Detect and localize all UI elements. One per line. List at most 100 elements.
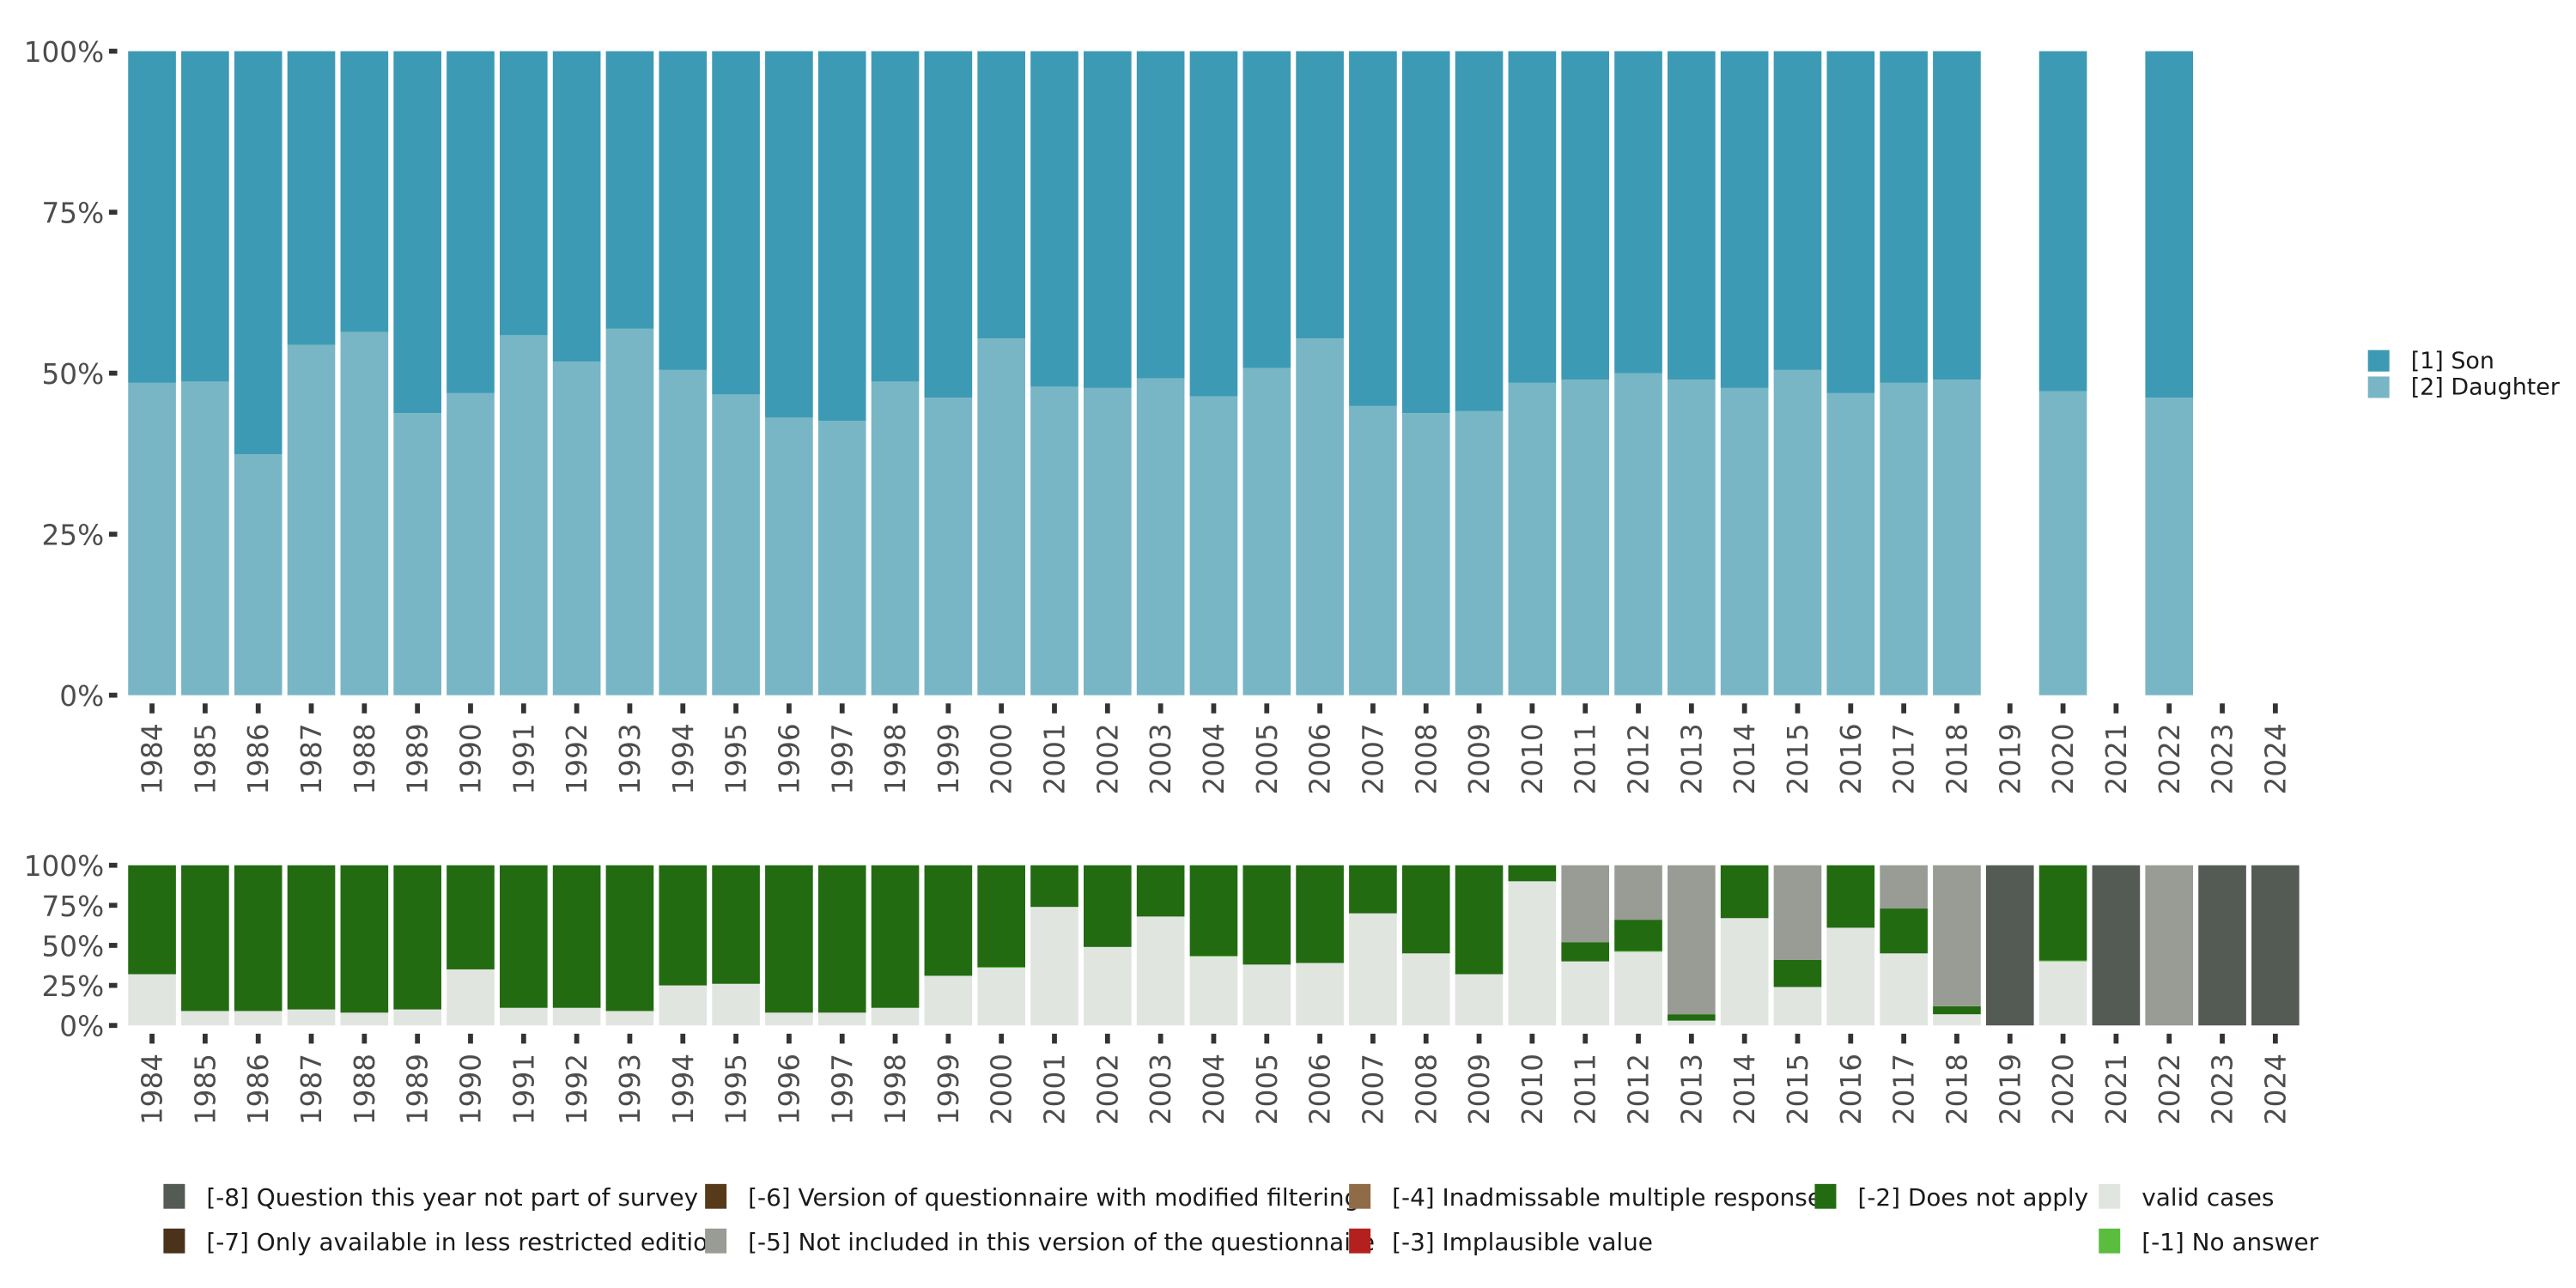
x-tick-mark — [520, 1033, 526, 1044]
x-tick-label: 2012 — [1623, 723, 1656, 794]
bar-segment--2-does-not-apply-2015 — [1773, 959, 1822, 987]
x-tick-label: 1987 — [295, 1054, 328, 1125]
bar-segment--1-no-answer-2020 — [2038, 960, 2087, 962]
legend-label: [-6] Version of questionnaire with modif… — [748, 1183, 1359, 1212]
x-tick-label: 2001 — [1039, 723, 1072, 794]
bar-segment-valid-cases-1996 — [765, 1012, 813, 1026]
x-tick-label: 1999 — [933, 723, 965, 794]
bar-segment--2-daughter-2009 — [1455, 410, 1504, 696]
x-tick-label: 2016 — [1835, 1054, 1868, 1125]
x-tick-mark — [627, 1033, 633, 1044]
bar-segment--2-does-not-apply-1999 — [924, 865, 973, 976]
x-tick-mark — [202, 703, 208, 714]
bar-segment--2-daughter-2020 — [2038, 391, 2087, 696]
bar-segment--1-son-2013 — [1668, 51, 1716, 380]
x-tick-mark — [2113, 1033, 2119, 1044]
bar-segment--2-does-not-apply-2001 — [1030, 865, 1078, 908]
bar-segment--2-daughter-2010 — [1508, 382, 1557, 696]
x-tick-label: 2007 — [1357, 1054, 1389, 1125]
bar-segment--1-no-answer-2004 — [1189, 956, 1238, 957]
bar-segment-valid-cases-1989 — [393, 1009, 441, 1026]
bar-segment--2-daughter-1993 — [605, 328, 654, 696]
x-tick-label: 1997 — [826, 1054, 859, 1125]
bar-segment--1-son-1989 — [393, 51, 441, 414]
bar-segment-valid-cases-2011 — [1561, 961, 1610, 1026]
x-tick-label: 1989 — [402, 723, 434, 794]
bar-segment--2-daughter-2018 — [1933, 380, 1981, 696]
x-tick-mark — [308, 1033, 314, 1044]
x-tick-label: 1990 — [455, 723, 488, 794]
bar-segment--8-question-this-year-not-part-of-survey-2019 — [1985, 865, 2034, 1026]
x-tick-mark — [1370, 703, 1376, 714]
bar-segment--1-son-1990 — [447, 51, 495, 393]
bar-segment--2-daughter-2022 — [2145, 398, 2194, 696]
x-tick-label: 2024 — [2259, 1054, 2292, 1125]
bar-segment--2-does-not-apply-1984 — [128, 865, 176, 975]
x-tick-label: 2014 — [1728, 723, 1761, 794]
x-tick-label: 2011 — [1570, 723, 1602, 794]
bar-segment--8-question-this-year-not-part-of-survey-2024 — [2251, 865, 2300, 1026]
bar-segment--1-son-2004 — [1189, 51, 1238, 397]
x-tick-label: 2003 — [1145, 1054, 1177, 1125]
x-tick-label: 2015 — [1782, 723, 1814, 794]
y-tick-mark — [108, 902, 118, 908]
bar-segment--2-daughter-1985 — [181, 381, 229, 696]
bar-segment--2-does-not-apply-1988 — [340, 865, 389, 1013]
legend-swatch — [1814, 1183, 1837, 1209]
bar-segment--1-son-1991 — [499, 51, 548, 336]
bar-segment--2-does-not-apply-1989 — [393, 865, 441, 1010]
bar-segment-valid-cases-2016 — [1826, 927, 1875, 1026]
bar-segment-valid-cases-1995 — [712, 983, 760, 1026]
x-tick-label: 2017 — [1888, 1054, 1921, 1125]
bar-segment--2-daughter-1996 — [765, 417, 813, 696]
y-tick-mark — [108, 692, 118, 698]
x-tick-label: 1986 — [242, 1054, 275, 1125]
bar-segment--2-daughter-1999 — [924, 398, 973, 696]
bottom-chart-panel: 0% 25% 50% 75% 100% 1984 1985 1986 1987 1988 1989 1… — [24, 850, 2300, 1125]
x-tick-label: 2018 — [1941, 1054, 1973, 1125]
x-tick-mark — [1741, 703, 1747, 714]
bar-segment--1-son-2008 — [1401, 51, 1450, 414]
bar-segment--2-does-not-apply-2010 — [1508, 865, 1557, 882]
x-tick-label: 1984 — [137, 1054, 169, 1125]
y-tick-label: 25% — [41, 970, 104, 1003]
x-tick-mark — [415, 703, 421, 714]
x-tick-label: 2024 — [2259, 723, 2292, 794]
x-tick-label: 2002 — [1091, 723, 1124, 794]
x-tick-label: 2012 — [1623, 1054, 1656, 1125]
x-tick-label: 1991 — [507, 723, 540, 794]
y-tick-mark — [108, 862, 118, 868]
y-tick-label: 75% — [41, 197, 104, 230]
y-tick-mark — [108, 210, 118, 215]
x-tick-mark — [680, 703, 686, 714]
legend-label: [-5] Not included in this version of the… — [748, 1228, 1375, 1256]
bar-segment--5-not-included-in-this-version-of-the-questionnaire-2012 — [1614, 865, 1662, 920]
bar-segment-valid-cases-1994 — [659, 985, 708, 1026]
bar-segment--2-daughter-2013 — [1668, 380, 1716, 696]
bar-segment--2-daughter-1988 — [340, 331, 389, 696]
bar-segment--2-daughter-2003 — [1136, 378, 1185, 696]
bar-segment--8-question-this-year-not-part-of-survey-2021 — [2092, 865, 2141, 1026]
bar-segment--1-son-2010 — [1508, 51, 1557, 383]
x-tick-label: 1999 — [933, 1054, 965, 1125]
bar-segment--2-daughter-1991 — [499, 335, 548, 696]
bar-segment--5-not-included-in-this-version-of-the-questionnaire-2018 — [1933, 865, 1981, 1006]
bar-segment--2-does-not-apply-2018 — [1933, 1005, 1981, 1015]
bar-segment--1-son-1999 — [924, 51, 973, 398]
x-tick-label: 2004 — [1198, 1054, 1230, 1125]
x-tick-mark — [574, 703, 580, 714]
bar-segment--8-question-this-year-not-part-of-survey-2023 — [2198, 865, 2246, 1026]
bar-segment--2-daughter-2007 — [1349, 405, 1397, 696]
bar-segment--1-son-2014 — [1720, 51, 1769, 388]
x-tick-label: 1993 — [614, 1054, 647, 1125]
x-tick-label: 2013 — [1675, 723, 1708, 794]
x-tick-mark — [999, 1033, 1005, 1044]
bar-segment-valid-cases-2013 — [1668, 1020, 1716, 1026]
x-tick-mark — [149, 703, 155, 714]
bar-segment-valid-cases-2008 — [1401, 953, 1450, 1026]
x-tick-mark — [1848, 703, 1854, 714]
bar-segment--2-daughter-2017 — [1880, 382, 1928, 696]
x-tick-mark — [2220, 1033, 2225, 1044]
x-tick-mark — [1795, 703, 1801, 714]
bar-segment--2-does-not-apply-1992 — [552, 865, 601, 1008]
